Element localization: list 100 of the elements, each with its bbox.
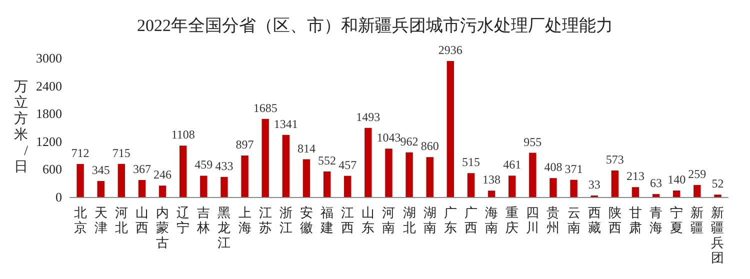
data-label: 2936 — [438, 42, 462, 57]
bar — [302, 159, 310, 197]
data-label: 1108 — [171, 128, 195, 142]
data-label: 573 — [606, 152, 624, 166]
bar — [467, 173, 475, 197]
data-label: 63 — [650, 176, 662, 190]
data-label: 461 — [503, 158, 522, 172]
data-label: 33 — [588, 177, 600, 192]
x-tick-label: 河南 — [382, 205, 396, 235]
bar — [76, 164, 84, 197]
x-tick-label: 甘肃 — [628, 205, 642, 235]
bar — [632, 187, 640, 197]
x-tick-label: 上海 — [238, 205, 252, 235]
data-label: 1043 — [376, 130, 401, 145]
data-label: 955 — [524, 134, 542, 149]
x-tick-label: 安徽 — [300, 205, 313, 235]
bar — [385, 148, 392, 197]
data-label: 213 — [626, 169, 644, 184]
bar — [488, 190, 496, 197]
bar — [97, 181, 104, 197]
bar — [241, 155, 248, 197]
bar — [179, 146, 187, 197]
bar — [550, 178, 557, 197]
y-axis-title: 万立方米/日 — [14, 80, 28, 175]
bar — [508, 176, 516, 197]
bar — [344, 176, 352, 197]
data-label: 712 — [71, 146, 90, 160]
data-label: 457 — [338, 158, 357, 172]
x-tick-label: 西藏 — [588, 205, 601, 235]
data-label: 515 — [462, 155, 480, 170]
bar — [200, 176, 208, 197]
y-tick-label: 600 — [42, 162, 62, 177]
x-tick-label: 黑龙江 — [218, 205, 231, 250]
data-label: 1685 — [253, 100, 278, 115]
data-label: 259 — [688, 167, 706, 181]
data-label: 814 — [297, 141, 316, 156]
x-tick-label: 福建 — [320, 205, 334, 235]
data-label: 140 — [668, 172, 686, 187]
x-tick-label: 江西 — [341, 205, 354, 235]
y-tick-label: 1200 — [36, 134, 62, 149]
x-tick-label: 天津 — [94, 205, 108, 235]
x-tick-label: 宁夏 — [670, 205, 684, 235]
x-tick-label: 新疆兵团 — [711, 205, 724, 265]
x-tick-label: 河北 — [114, 205, 128, 235]
x-tick-label: 内蒙古 — [156, 205, 170, 250]
x-tick-label: 广西 — [464, 205, 478, 235]
x-tick-label: 浙江 — [279, 205, 292, 235]
bar — [220, 176, 228, 197]
data-label: 897 — [236, 137, 254, 152]
bar — [694, 185, 701, 197]
bar — [406, 152, 413, 197]
x-tick-label: 新疆 — [690, 205, 704, 235]
x-tick-label: 青海 — [650, 205, 663, 235]
data-label: 345 — [92, 163, 110, 178]
y-tick-label: 3000 — [36, 50, 62, 66]
y-tick-label: 0 — [56, 190, 62, 204]
x-tick-label: 重庆 — [506, 205, 519, 235]
data-label: 246 — [154, 168, 172, 182]
bar — [446, 60, 454, 197]
x-tick-label: 云南 — [567, 205, 580, 235]
x-tick-label: 辽宁 — [176, 205, 190, 235]
x-tick-label: 北京 — [74, 205, 87, 235]
bar — [138, 180, 146, 197]
data-label: 52 — [712, 176, 724, 191]
chart-title: 2022年全国分省（区、市）和新疆兵团城市污水处理厂处理能力 — [137, 16, 613, 35]
bar — [529, 152, 536, 197]
bar — [323, 171, 331, 197]
bar — [262, 118, 269, 197]
x-tick-label: 海南 — [485, 205, 498, 235]
data-label: 433 — [215, 158, 234, 173]
x-tick-label: 山东 — [362, 205, 375, 235]
x-tick-label: 江苏 — [258, 205, 272, 235]
bar — [282, 134, 290, 197]
data-label: 408 — [544, 160, 562, 174]
x-tick-label: 陕西 — [608, 205, 622, 235]
data-label: 1341 — [274, 116, 298, 131]
data-label: 371 — [564, 162, 583, 176]
y-tick-label: 2400 — [36, 78, 62, 94]
x-tick-label: 山西 — [135, 205, 148, 235]
x-tick-label: 四川 — [526, 205, 540, 235]
data-label: 552 — [318, 153, 336, 168]
bar — [611, 170, 619, 197]
bar — [364, 128, 372, 197]
data-label: 1493 — [356, 110, 380, 124]
bar — [672, 190, 680, 197]
data-label: 459 — [194, 158, 213, 172]
x-tick-label: 广东 — [444, 205, 457, 235]
bar — [426, 157, 434, 197]
bar — [158, 186, 166, 197]
data-label: 138 — [482, 172, 501, 187]
bar — [570, 180, 578, 197]
bar — [652, 194, 660, 197]
y-tick-label: 1800 — [36, 106, 62, 122]
x-tick-label: 贵州 — [546, 205, 560, 235]
data-label: 860 — [420, 139, 439, 154]
bar — [118, 164, 126, 197]
x-tick-label: 湖南 — [423, 205, 436, 235]
data-label: 367 — [132, 162, 151, 176]
x-tick-label: 湖北 — [402, 205, 416, 235]
data-label: 715 — [112, 146, 130, 160]
